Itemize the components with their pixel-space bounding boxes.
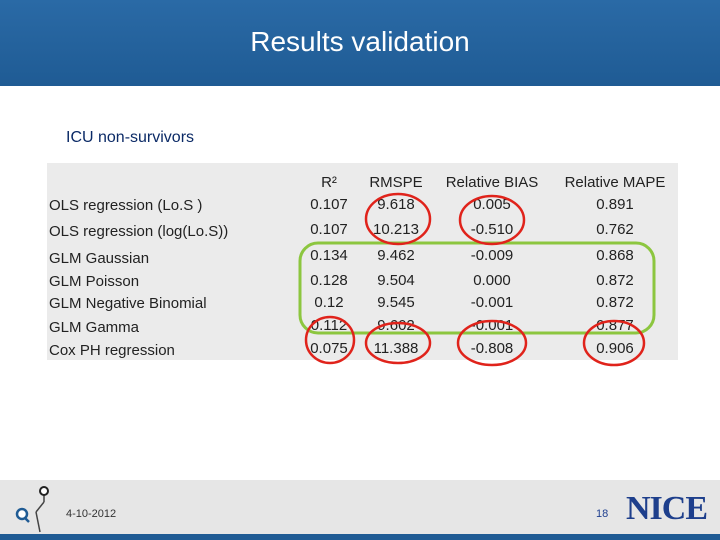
cox-rmspe-highlight-ellipse [364, 321, 432, 365]
footer-date: 4-10-2012 [66, 508, 117, 520]
cell-relative-bias: -0.009 [470, 247, 514, 264]
footer-bar [0, 480, 720, 540]
cell-relative-bias: -0.510 [470, 221, 514, 238]
bias-highlight-ellipse [458, 194, 526, 246]
cell-relative-bias: 0.005 [473, 196, 511, 213]
cell-rmspe: 9.618 [377, 196, 415, 213]
glm-highlight-box [298, 241, 656, 335]
cell-rmspe: 9.545 [377, 294, 415, 311]
cell-r2: 0.107 [310, 221, 348, 238]
section-subtitle: ICU non-survivors [66, 129, 195, 146]
slide-title: Results validation [250, 26, 470, 57]
cell-rmspe: 11.388 [373, 340, 419, 357]
column-header-rmspe: RMSPE [369, 174, 423, 191]
nice-logo: NICE [626, 490, 708, 527]
decorative-nodes-icon [15, 486, 49, 533]
row-label: GLM Negative Binomial [49, 295, 207, 312]
cell-r2: 0.112 [310, 317, 348, 334]
rmspe-highlight-ellipse [364, 192, 432, 246]
cox-bias-highlight-ellipse [456, 319, 528, 367]
cell-r2: 0.128 [310, 272, 348, 289]
cox-mape-highlight-ellipse [582, 319, 646, 367]
cell-r2: 0.134 [310, 247, 348, 264]
cell-relative-mape: 0.872 [596, 272, 634, 289]
cell-relative-mape: 0.868 [596, 247, 634, 264]
cox-r2-highlight-ellipse [304, 315, 356, 365]
cell-relative-mape: 0.872 [596, 294, 634, 311]
cell-rmspe: 9.504 [377, 272, 415, 289]
cell-relative-mape: 0.891 [596, 196, 634, 213]
title-bar: Results validation [0, 0, 720, 86]
row-label: GLM Gamma [49, 319, 140, 336]
page-number: 18 [596, 508, 609, 520]
cell-relative-bias: -0.001 [470, 294, 514, 311]
cell-relative-bias: -0.808 [470, 340, 514, 357]
column-header-relative-mape: Relative MAPE [564, 174, 666, 191]
column-header-r2: R² [321, 174, 337, 191]
row-label: GLM Gaussian [49, 250, 150, 267]
cell-rmspe: 9.462 [377, 247, 415, 264]
cell-relative-mape: 0.906 [596, 340, 634, 357]
cell-rmspe: 9.602 [377, 317, 415, 334]
results-table [47, 163, 678, 360]
row-label: GLM Poisson [49, 273, 140, 290]
row-label: Cox PH regression [49, 342, 175, 359]
column-header-relative-bias: Relative BIAS [445, 174, 539, 191]
row-label: OLS regression (log(Lo.S)) [49, 223, 229, 240]
cell-relative-bias: 0.000 [473, 272, 511, 289]
cell-relative-mape: 0.762 [596, 221, 634, 238]
cell-r2: 0.12 [314, 294, 344, 311]
footer-accent-line [0, 534, 720, 540]
cell-r2: 0.107 [310, 196, 348, 213]
row-label: OLS regression (Lo.S ) [49, 197, 203, 214]
cell-rmspe: 10.213 [373, 221, 419, 238]
cell-r2: 0.075 [310, 340, 348, 357]
